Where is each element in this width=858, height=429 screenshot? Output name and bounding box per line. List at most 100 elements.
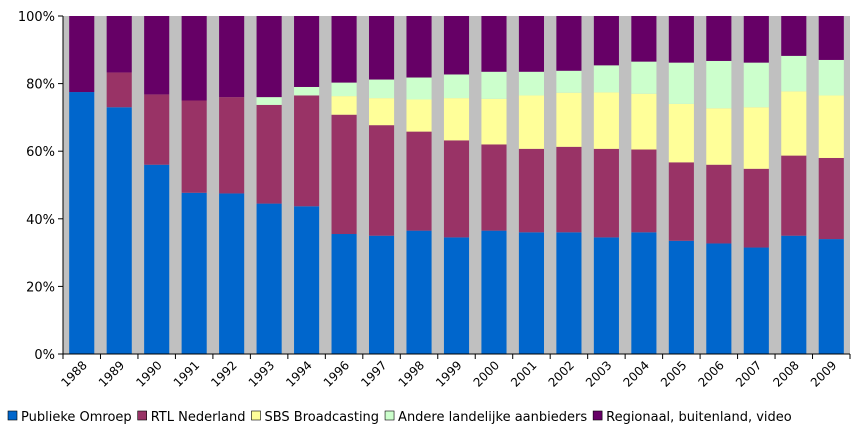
bar-segment bbox=[631, 93, 657, 150]
legend-label: SBS Broadcasting bbox=[264, 410, 379, 425]
bar-segment bbox=[743, 107, 769, 169]
bar-segment bbox=[593, 65, 619, 93]
bar-segment bbox=[69, 16, 95, 93]
x-tick-label: 1999 bbox=[433, 358, 464, 389]
bar-segment bbox=[631, 16, 657, 62]
legend-swatch bbox=[251, 410, 261, 421]
bar-segment bbox=[106, 72, 132, 108]
x-tick-label: 1996 bbox=[321, 358, 352, 389]
bar-segment bbox=[668, 103, 694, 163]
x-tick-label: 1997 bbox=[358, 358, 389, 389]
bar-segment bbox=[331, 82, 357, 97]
bar-segment bbox=[668, 16, 694, 63]
bar-segment bbox=[706, 164, 732, 244]
bar-segment bbox=[331, 234, 357, 354]
x-tick-label: 2003 bbox=[583, 358, 614, 389]
bar-segment bbox=[743, 247, 769, 354]
x-tick-label: 1988 bbox=[58, 358, 89, 389]
bar-segment bbox=[743, 62, 769, 108]
bar-segment bbox=[443, 74, 470, 99]
bar-segment bbox=[593, 92, 619, 149]
y-tick-label: 80% bbox=[26, 78, 55, 93]
legend-label: Andere landelijke aanbieders bbox=[398, 410, 587, 425]
bar-segment bbox=[518, 16, 545, 72]
bar-segment bbox=[631, 232, 657, 354]
bar-segment bbox=[331, 16, 357, 83]
bar-segment bbox=[518, 232, 545, 354]
bar-segment bbox=[668, 240, 694, 354]
bar-segment bbox=[443, 16, 470, 75]
x-tick-label: 1991 bbox=[171, 358, 202, 389]
bar-segment bbox=[406, 77, 432, 100]
bar-segment bbox=[69, 92, 95, 355]
x-tick-label: 1993 bbox=[246, 358, 277, 389]
bar-segment bbox=[593, 237, 619, 354]
bar-segment bbox=[144, 94, 170, 165]
x-tick-label: 2002 bbox=[546, 358, 577, 389]
bar-segment bbox=[631, 61, 657, 94]
x-tick-label: 1989 bbox=[96, 358, 127, 389]
bar-segment bbox=[368, 235, 395, 354]
bar-segment bbox=[518, 71, 545, 96]
bar-segment bbox=[743, 168, 769, 248]
bar-segment bbox=[818, 95, 844, 158]
x-tick-label: 1990 bbox=[133, 358, 164, 389]
x-tick-labels: 1988 1989 1990 1991 1992 1993 1994 1996 1997 1998… bbox=[58, 354, 851, 390]
bar-segment bbox=[406, 230, 432, 354]
bar-segment bbox=[256, 16, 282, 98]
y-tick-label: 40% bbox=[26, 213, 55, 228]
legend-label: Regionaal, buitenland, video bbox=[606, 410, 792, 425]
x-tick-label: 2008 bbox=[770, 358, 801, 389]
bar-segment bbox=[518, 148, 545, 233]
bar-segment bbox=[443, 98, 470, 141]
legend-swatch bbox=[7, 410, 18, 421]
bar-segment bbox=[443, 140, 470, 238]
bar-segment bbox=[181, 16, 207, 101]
x-tick-label: 2007 bbox=[733, 358, 764, 389]
legend-swatch bbox=[137, 410, 147, 421]
bar-segment bbox=[518, 95, 545, 149]
bar-segment bbox=[818, 157, 844, 240]
legend-label: RTL Nederland bbox=[151, 410, 246, 425]
x-tick-label: 1994 bbox=[283, 358, 314, 389]
bar-segment bbox=[331, 114, 357, 235]
x-tick-label: 2000 bbox=[471, 358, 502, 389]
bar-segment bbox=[368, 98, 395, 126]
bar-segment bbox=[144, 16, 170, 95]
x-tick-label: 1992 bbox=[208, 358, 239, 389]
legend-swatch bbox=[592, 410, 603, 421]
axes-group bbox=[62, 16, 850, 355]
y-tick-label: 100% bbox=[18, 10, 55, 25]
bar-segment bbox=[556, 92, 582, 147]
bar-segment bbox=[706, 243, 732, 354]
bar-segment bbox=[556, 16, 582, 71]
bar-segment bbox=[556, 70, 582, 93]
bar-segment bbox=[781, 16, 807, 56]
legend-swatch bbox=[384, 410, 395, 421]
y-tick-labels: 0% 20% 40% 60% 80% 100% bbox=[18, 10, 63, 363]
bar-segment bbox=[818, 239, 844, 354]
y-tick-label: 20% bbox=[26, 280, 55, 295]
bar-segment bbox=[781, 155, 807, 236]
bar-segment bbox=[294, 206, 320, 354]
bar-segment bbox=[818, 16, 844, 60]
bar-segment bbox=[781, 235, 807, 354]
bar-segment bbox=[181, 192, 207, 354]
bars-group bbox=[69, 16, 844, 355]
bar-segment bbox=[219, 193, 245, 354]
bar-segment bbox=[593, 148, 619, 238]
bar-segment bbox=[818, 59, 844, 96]
bar-segment bbox=[593, 16, 619, 66]
bar-segment bbox=[294, 16, 320, 87]
bar-segment bbox=[294, 95, 320, 207]
bar-segment bbox=[219, 97, 245, 194]
y-tick-label: 60% bbox=[26, 145, 55, 160]
x-tick-label: 2005 bbox=[658, 358, 689, 389]
bar-segment bbox=[668, 62, 694, 104]
bar-segment bbox=[406, 16, 432, 78]
bar-segment bbox=[781, 91, 807, 156]
bar-segment bbox=[556, 232, 582, 354]
bar-segment bbox=[481, 16, 507, 72]
bar-segment bbox=[743, 16, 769, 63]
